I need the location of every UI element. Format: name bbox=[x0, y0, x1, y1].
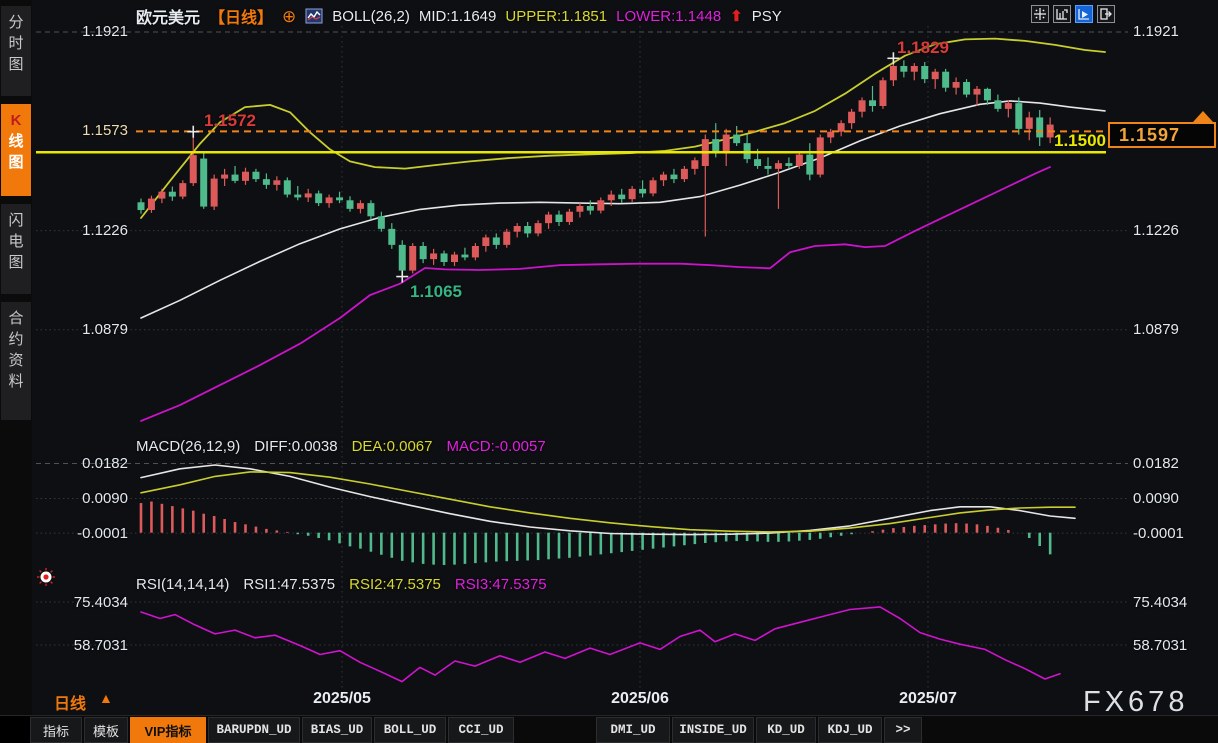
rsi-header: RSI(14,14,14) RSI1:47.5375 RSI2:47.5375 … bbox=[136, 576, 547, 593]
last-price-tag: 1.1597 bbox=[1108, 122, 1216, 148]
date-label-2025/06: 2025/06 bbox=[611, 690, 669, 707]
date-label-2025/07: 2025/07 bbox=[899, 690, 957, 707]
tab->>[interactable]: >> bbox=[884, 717, 922, 743]
boll-lower-value: LOWER:1.1448 bbox=[616, 7, 722, 25]
tab-BOLL_UD[interactable]: BOLL_UD bbox=[374, 717, 446, 743]
symbol-name: 欧元美元 bbox=[136, 10, 201, 27]
rsi2-value: RSI2:47.5375 bbox=[349, 576, 441, 593]
rsi3-value: RSI3:47.5375 bbox=[454, 576, 547, 593]
tab-指标[interactable]: 指标 bbox=[30, 717, 82, 743]
axis-tick-r-1.1921: 1.1921 bbox=[1133, 23, 1179, 40]
price-annotation-1.1065: 1.1065 bbox=[410, 282, 462, 301]
indicator-tab-bar: 指标 模板 VIP指标 BARUPDN_UD BIAS_UD BOLL_UD CCI_UD D… bbox=[0, 715, 1218, 743]
tab-VIP指标[interactable]: VIP指标 bbox=[130, 717, 206, 743]
timeframe-label[interactable]: 日线 bbox=[54, 696, 87, 713]
move-crosshair-glyph bbox=[1034, 8, 1046, 20]
axis-tick-l-0.0090: 0.0090 bbox=[82, 490, 128, 508]
psy-label: PSY bbox=[751, 7, 782, 25]
axis-auto-scale-glyph bbox=[1056, 9, 1068, 20]
tab-INSIDE_UD[interactable]: INSIDE_UD bbox=[672, 717, 754, 743]
tab-KDJ_UD[interactable]: KDJ_UD bbox=[818, 717, 882, 743]
main-chart-canvas[interactable] bbox=[0, 0, 1218, 715]
axis-latest-glyph bbox=[1078, 9, 1089, 20]
tab-模板[interactable]: 模板 bbox=[84, 717, 128, 743]
watermark: FX678 bbox=[1083, 686, 1189, 718]
price-annotation-1.1829: 1.1829 bbox=[897, 38, 949, 57]
yellow-line-price-label: 1.1500 bbox=[1054, 131, 1106, 150]
macd-header: MACD(26,12,9) DIFF:0.0038 DEA:0.0067 MAC… bbox=[136, 438, 546, 455]
axis-latest-icon[interactable] bbox=[1075, 5, 1093, 23]
sidebar-item-3[interactable]: 闪电图 bbox=[1, 204, 31, 294]
sidebar-item-4[interactable]: 合约资料 bbox=[1, 302, 31, 420]
rsi-title: RSI(14,14,14) bbox=[136, 576, 230, 593]
timeframe-up-triangle-icon[interactable]: ▲ bbox=[99, 690, 113, 706]
tab-CCI_UD[interactable]: CCI_UD bbox=[448, 717, 514, 743]
macd-diff-value: DIFF:0.0038 bbox=[254, 438, 338, 455]
move-crosshair-icon[interactable] bbox=[1031, 5, 1049, 23]
period-tag[interactable]: 【日线】 bbox=[209, 10, 274, 27]
exit-right-glyph bbox=[1100, 8, 1112, 20]
boll-indicator-label: BOLL(26,2) bbox=[332, 7, 410, 25]
macd-dea-value: DEA:0.0067 bbox=[351, 438, 433, 455]
tab-DMI_UD[interactable]: DMI_UD bbox=[596, 717, 670, 743]
boll-mid-value: MID:1.1649 bbox=[418, 7, 497, 25]
axis-tick-l-75.4034: 75.4034 bbox=[73, 594, 128, 611]
price-annotation-1.1572: 1.1572 bbox=[204, 111, 256, 130]
sun-marker-icon[interactable] bbox=[36, 567, 56, 587]
axis-tick-r-0.0182: 0.0182 bbox=[1133, 455, 1179, 473]
tab-KD_UD[interactable]: KD_UD bbox=[756, 717, 816, 743]
axis-tick-l-1.1226: 1.1226 bbox=[82, 221, 128, 239]
exit-right-icon[interactable] bbox=[1097, 5, 1115, 23]
axis-tick-r-1.0879: 1.0879 bbox=[1133, 320, 1179, 338]
axis-tick-l-58.7031: 58.7031 bbox=[73, 636, 128, 654]
sidebar-item-1[interactable]: 分时图 bbox=[1, 6, 31, 96]
axis-tick-r-58.7031: 58.7031 bbox=[1133, 636, 1188, 654]
axis-auto-scale-icon[interactable] bbox=[1053, 5, 1071, 23]
target-circle-icon[interactable]: ⊕ bbox=[282, 6, 297, 26]
chart-toolbar bbox=[1031, 5, 1115, 23]
axis-tick-r-75.4034: 75.4034 bbox=[1133, 594, 1188, 611]
axis-tick-r-0.0090: 0.0090 bbox=[1133, 490, 1179, 508]
axis-tick-l-1.1573: 1.1573 bbox=[82, 122, 128, 140]
date-label-2025/05: 2025/05 bbox=[313, 690, 371, 707]
axis-tick-l-0.0182: 0.0182 bbox=[82, 455, 128, 473]
tabbar-corner-block bbox=[0, 716, 30, 743]
red-up-arrow-icon: ⬆ bbox=[730, 8, 743, 25]
macd-title: MACD(26,12,9) bbox=[136, 438, 241, 455]
axis-tick-l-1.0879: 1.0879 bbox=[82, 320, 128, 338]
axis-tick-l-1.1921: 1.1921 bbox=[82, 23, 128, 40]
tab-BARUPDN_UD[interactable]: BARUPDN_UD bbox=[208, 717, 300, 743]
axis-tick-r--0.0001: -0.0001 bbox=[1133, 525, 1184, 543]
macd-value: MACD:-0.0057 bbox=[446, 438, 546, 455]
boll-upper-value: UPPER:1.1851 bbox=[505, 7, 608, 25]
chart-header: 欧元美元 【日线】 ⊕ BOLL(26,2) MID:1.1649 UPPER:1… bbox=[136, 5, 782, 28]
axis-tick-r-1.1226: 1.1226 bbox=[1133, 221, 1179, 239]
rsi1-value: RSI1:47.5375 bbox=[243, 576, 336, 593]
tab-BIAS_UD[interactable]: BIAS_UD bbox=[302, 717, 372, 743]
kline-chart-icon[interactable] bbox=[305, 8, 323, 24]
axis-tick-l--0.0001: -0.0001 bbox=[77, 525, 128, 543]
